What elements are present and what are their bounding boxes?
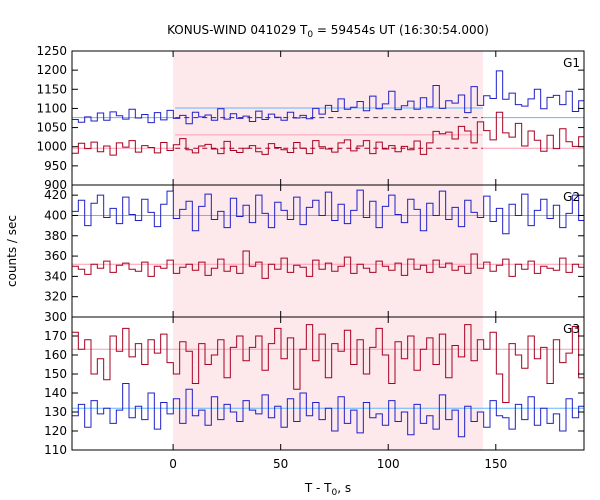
- chart-title-subscript: 0: [307, 30, 313, 40]
- panel-g1: 900 950 1000 1050 1100 1150 1200 1250 G1: [36, 44, 585, 192]
- y-axis-label: counts / sec: [5, 215, 19, 287]
- panel-g2: 300 320 340 360 380 400 420 G2: [44, 184, 585, 324]
- y-tick-label: 1050: [36, 121, 67, 135]
- shaded-interval: [173, 317, 483, 450]
- series-red-g1: [72, 111, 584, 156]
- y-tick-label: 1150: [36, 82, 67, 96]
- x-axis-label-rest: , s: [337, 481, 351, 495]
- panel-frame: [71, 316, 585, 451]
- series-blue-g1: [72, 70, 584, 125]
- panel-g3: 110 120 130 140 150 160 170 G3: [44, 316, 585, 457]
- y-tick-label: 340: [44, 269, 67, 283]
- y-tick-label: 170: [44, 329, 67, 343]
- panel-plot-area: [72, 324, 584, 438]
- series-red-g2: [72, 250, 584, 279]
- y-tick-label: 900: [44, 178, 67, 192]
- series-blue-g3: [72, 383, 584, 438]
- panel-plot-area: [72, 70, 584, 156]
- y-tick-label: 1000: [36, 140, 67, 154]
- y-tick-label: 420: [44, 188, 67, 202]
- series-blue-g2: [72, 189, 584, 235]
- y-tick-label: 400: [44, 208, 67, 222]
- y-tick-label: 1100: [36, 101, 67, 115]
- y-tick-label: 150: [44, 367, 67, 381]
- y-tick-label: 1200: [36, 63, 67, 77]
- y-tick-label: 120: [44, 424, 67, 438]
- y-tick-label: 130: [44, 405, 67, 419]
- panel-label: G1: [563, 56, 580, 70]
- y-tick-label: 110: [44, 443, 67, 457]
- y-tick-label: 950: [44, 159, 67, 173]
- y-tick-label: 1250: [36, 44, 67, 58]
- x-tick-label: 50: [273, 457, 288, 471]
- x-tick-label: 150: [484, 457, 507, 471]
- y-tick-label: 140: [44, 386, 67, 400]
- panels: 900950100010501100115012001250G130032034…: [36, 44, 585, 471]
- y-tick-label: 160: [44, 348, 67, 362]
- chart-title-main: KONUS-WIND 041029 T: [167, 23, 308, 37]
- y-tick-label: 300: [44, 310, 67, 324]
- panel-label: G3: [563, 322, 580, 336]
- x-tick-label: 100: [377, 457, 400, 471]
- x-axis-label: T - T0, s: [304, 481, 351, 498]
- panel-plot-area: [72, 189, 584, 279]
- panel-label: G2: [563, 190, 580, 204]
- y-tick-label: 320: [44, 290, 67, 304]
- shaded-interval: [173, 185, 483, 317]
- chart-title-rest: = 59454s UT (16:30:54.000): [313, 23, 489, 37]
- x-axis-label-main: T - T: [304, 481, 332, 495]
- y-tick-label: 360: [44, 249, 67, 263]
- series-red-g3: [72, 324, 584, 403]
- y-tick-label: 380: [44, 229, 67, 243]
- chart-title: KONUS-WIND 041029 T0 = 59454s UT (16:30:…: [167, 23, 489, 40]
- x-axis-label-subscript: 0: [332, 488, 338, 498]
- x-tick-label: 0: [169, 457, 177, 471]
